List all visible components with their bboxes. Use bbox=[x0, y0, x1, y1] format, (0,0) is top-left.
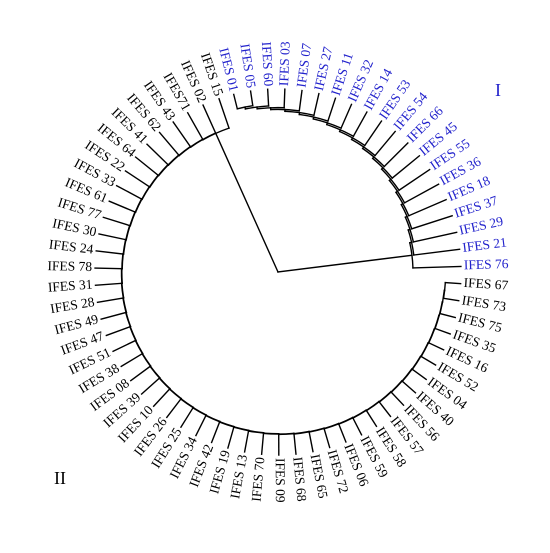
branch-segment bbox=[105, 325, 131, 337]
branch-segment bbox=[383, 142, 409, 168]
branch-segment bbox=[403, 183, 440, 204]
cluster-I-label: I bbox=[495, 80, 501, 100]
leaf-label: IFES 76 bbox=[464, 256, 509, 272]
branch-segment bbox=[340, 103, 353, 130]
branch-segment bbox=[152, 388, 171, 408]
leaf-label: IFES 78 bbox=[47, 258, 92, 274]
branch-segment bbox=[115, 184, 143, 200]
branch-segment bbox=[218, 97, 230, 129]
branch-segment bbox=[391, 154, 421, 180]
branch-segment bbox=[390, 391, 405, 407]
branch-segment bbox=[186, 111, 204, 141]
branch-segment bbox=[313, 92, 320, 117]
leaf-label: IFES 68 bbox=[290, 456, 309, 502]
branch-segment bbox=[439, 312, 457, 319]
branch-segment bbox=[293, 433, 297, 455]
branch-segment bbox=[365, 409, 378, 428]
branch-segment bbox=[165, 398, 182, 419]
branch-segment bbox=[96, 297, 124, 304]
branch-segment bbox=[398, 168, 431, 192]
branch-arc bbox=[338, 130, 366, 147]
branch-segment bbox=[412, 265, 462, 269]
branch-segment bbox=[298, 89, 303, 112]
branch-arc bbox=[124, 311, 137, 342]
leaf-label: IFES 09 bbox=[273, 458, 288, 503]
branch-segment bbox=[98, 233, 127, 241]
leaf-label: IFES 24 bbox=[48, 237, 94, 257]
branch-arc bbox=[388, 179, 406, 204]
leaf-label: IFES 67 bbox=[463, 275, 509, 293]
branch-segment bbox=[407, 198, 448, 217]
branch-segment bbox=[374, 130, 397, 157]
branch-segment bbox=[108, 200, 136, 213]
leaf-label: IFES 05 bbox=[237, 43, 259, 90]
branch-segment bbox=[363, 120, 383, 147]
branch-arc bbox=[128, 325, 144, 355]
cluster-II-label: II bbox=[54, 468, 66, 488]
branch-segment bbox=[427, 341, 445, 351]
branch-segment bbox=[95, 250, 124, 255]
branch-segment bbox=[410, 214, 454, 230]
branch-segment bbox=[401, 380, 417, 394]
branch-segment bbox=[337, 423, 347, 443]
branch-segment bbox=[146, 143, 169, 166]
branch-arc bbox=[325, 123, 355, 138]
branch-segment bbox=[227, 426, 235, 449]
branch-segment bbox=[411, 368, 428, 381]
leaf-label: IFES 03 bbox=[276, 41, 293, 86]
leaf-label: IFES 31 bbox=[47, 277, 93, 295]
branch-segment bbox=[327, 97, 337, 122]
branch-segment bbox=[444, 281, 462, 285]
branch-segment bbox=[112, 339, 137, 353]
branch-segment bbox=[194, 414, 207, 437]
root-branch bbox=[214, 132, 279, 273]
branch-segment bbox=[413, 248, 461, 256]
branch-segment bbox=[94, 282, 123, 286]
branch-segment bbox=[323, 427, 331, 449]
leaf-label: IFES 07 bbox=[294, 42, 315, 88]
branch-segment bbox=[420, 355, 437, 366]
branch-segment bbox=[378, 401, 392, 418]
branch-segment bbox=[260, 432, 265, 456]
branch-arc bbox=[380, 168, 401, 192]
leaf-label: IFES 28 bbox=[49, 294, 96, 316]
branch-segment bbox=[179, 406, 194, 429]
branch-segment bbox=[100, 311, 127, 320]
branch-segment bbox=[172, 121, 192, 148]
branch-segment bbox=[243, 430, 250, 453]
branch-segment bbox=[129, 365, 152, 382]
branch-segment bbox=[124, 169, 151, 188]
branch-segment bbox=[158, 131, 180, 157]
branch-segment bbox=[210, 421, 221, 444]
branch-segment bbox=[134, 156, 160, 177]
branch-arc bbox=[400, 203, 413, 230]
branch-segment bbox=[434, 327, 452, 335]
leaf-label: IFES 70 bbox=[249, 456, 268, 502]
branch-segment bbox=[352, 111, 368, 138]
leaf-label: IFES 60 bbox=[259, 41, 277, 87]
leaf-label: IFES 21 bbox=[461, 235, 507, 255]
branch-segment bbox=[140, 377, 161, 396]
branch-segment bbox=[266, 88, 270, 107]
branch-segment bbox=[412, 231, 458, 243]
leaf-label: IFES 73 bbox=[461, 292, 508, 314]
branch-segment bbox=[249, 90, 254, 107]
branch-arc bbox=[361, 147, 386, 168]
branch-segment bbox=[352, 417, 363, 436]
tree-branches bbox=[94, 88, 462, 456]
branch-segment bbox=[232, 93, 239, 110]
root-branch bbox=[277, 254, 413, 273]
branch-segment bbox=[283, 88, 286, 109]
branch-arc bbox=[134, 339, 152, 367]
branch-segment bbox=[102, 216, 131, 227]
branch-segment bbox=[94, 267, 123, 270]
branch-segment bbox=[442, 297, 460, 302]
branch-segment bbox=[120, 352, 144, 368]
branch-segment bbox=[202, 104, 217, 134]
branch-arc bbox=[395, 191, 410, 217]
branch-arc bbox=[350, 138, 377, 157]
branch-segment bbox=[308, 431, 314, 453]
